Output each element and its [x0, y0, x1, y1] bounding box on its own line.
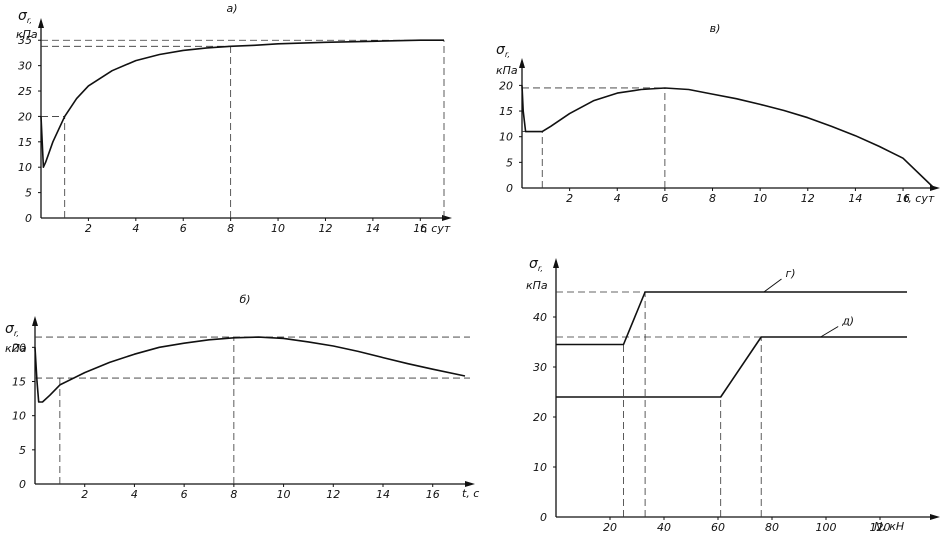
- y-tick-label: 15: [12, 376, 26, 389]
- x-tick-label: 100: [816, 521, 837, 534]
- series-leader-line: [820, 326, 839, 338]
- series-line-1: [521, 85, 935, 189]
- x-tick-label: 6: [661, 192, 668, 205]
- y-axis-unit: кПа: [526, 279, 548, 292]
- y-axis-unit: кПа: [496, 64, 518, 77]
- y-axis-symbol: σr,: [529, 256, 543, 273]
- x-tick-label: 6: [181, 488, 188, 501]
- x-tick-label: 14: [366, 222, 380, 235]
- x-tick-label: 60: [711, 521, 725, 534]
- x-tick-label: 8: [230, 488, 237, 501]
- series-line-1: [34, 336, 466, 403]
- y-axis-unit: кПа: [5, 342, 27, 355]
- series-label: д): [841, 315, 854, 328]
- x-tick-label: 12: [801, 192, 815, 205]
- x-tick-label: 4: [132, 222, 139, 235]
- y-axis-symbol: σr,: [18, 8, 32, 25]
- y-tick-label: 40: [533, 311, 547, 324]
- y-tick-label: 20: [533, 411, 547, 424]
- x-tick-label: 14: [848, 192, 862, 205]
- x-tick-label: 4: [614, 192, 621, 205]
- chart-panel-gd: 0 10 20 30 40 20 40 60 80 100 120 г) д) σr, кПа N, кН: [526, 256, 940, 534]
- y-tick-label: 20: [12, 341, 26, 354]
- x-tick-label: 8: [709, 192, 716, 205]
- x-axis-arrow: [442, 215, 452, 221]
- y-axis-arrow: [519, 58, 525, 68]
- x-axis-arrow: [465, 481, 475, 487]
- y-tick-label: 5: [506, 156, 513, 169]
- y-axis-subscript: r,: [14, 329, 19, 338]
- y-axis-subscript: r,: [538, 264, 543, 273]
- y-axis-unit: кПа: [16, 28, 38, 41]
- y-tick-label: 10: [12, 410, 26, 423]
- y-tick-label: 10: [533, 461, 547, 474]
- chart-panel-b: 0 5 10 15 20 2 4 6 8 10 12 14 16 б) σr, кПа t, с: [5, 293, 479, 501]
- series-line-1: [556, 291, 907, 346]
- x-tick-label: 80: [765, 521, 779, 534]
- y-tick-label: 15: [18, 136, 32, 149]
- x-tick-label: 2: [81, 488, 88, 501]
- x-axis-label: t, сут: [904, 192, 935, 205]
- panel-label: в): [710, 22, 721, 35]
- x-tick-label: 40: [657, 521, 671, 534]
- chart-panel-v: 0 5 10 15 20 2 4 6 8 10 12 14 16 в) σr, кПа t, сут: [496, 22, 940, 205]
- y-tick-label: 30: [18, 60, 32, 73]
- x-tick-label: 12: [318, 222, 332, 235]
- series-line-2: [556, 336, 907, 398]
- panel-label: б): [239, 293, 250, 306]
- panel-label: a): [226, 2, 237, 15]
- x-tick-label: 8: [227, 222, 234, 235]
- y-tick-label: 0: [506, 182, 513, 195]
- x-tick-label: 20: [603, 521, 617, 534]
- x-tick-label: 4: [131, 488, 138, 501]
- y-tick-label: 0: [25, 212, 32, 225]
- chart-panel-a: 0 5 10 15 20 25 30 35 2 4 6 8 10 12 14 16 a) σr, кПа t, сут: [16, 2, 452, 235]
- x-axis-label: t, с: [462, 487, 479, 500]
- y-axis-arrow: [38, 18, 44, 28]
- series-label: г): [786, 267, 796, 280]
- x-tick-label: 2: [566, 192, 573, 205]
- series-line-1: [40, 39, 444, 168]
- x-tick-label: 6: [180, 222, 187, 235]
- y-axis-subscript: r,: [505, 50, 510, 59]
- x-tick-label: 120: [870, 521, 891, 534]
- x-tick-label: 16: [426, 488, 440, 501]
- x-tick-label: 16: [413, 222, 427, 235]
- x-axis-label: N, кН: [874, 520, 904, 533]
- y-tick-label: 20: [18, 110, 32, 123]
- y-tick-label: 5: [25, 187, 32, 200]
- y-tick-label: 20: [499, 79, 513, 92]
- x-tick-label: 2: [85, 222, 92, 235]
- x-tick-label: 14: [376, 488, 390, 501]
- y-axis-arrow: [32, 316, 38, 326]
- x-tick-label: 10: [753, 192, 767, 205]
- y-axis-arrow: [553, 258, 559, 268]
- y-tick-label: 0: [19, 478, 26, 491]
- y-tick-label: 5: [19, 444, 26, 457]
- y-tick-label: 30: [533, 361, 547, 374]
- x-tick-label: 12: [326, 488, 340, 501]
- y-axis-symbol: σr,: [496, 42, 510, 59]
- y-axis-subscript: r,: [27, 16, 32, 25]
- y-tick-label: 10: [18, 161, 32, 174]
- y-tick-label: 10: [499, 131, 513, 144]
- x-axis-arrow: [930, 514, 940, 520]
- y-axis-symbol: σr,: [5, 321, 19, 338]
- x-tick-label: 10: [277, 488, 291, 501]
- series-leader-line: [763, 278, 782, 293]
- y-tick-label: 35: [18, 34, 32, 47]
- y-tick-label: 0: [540, 511, 547, 524]
- y-tick-label: 15: [499, 105, 513, 118]
- x-tick-label: 16: [896, 192, 910, 205]
- x-axis-label: t, сут: [420, 222, 451, 235]
- x-tick-label: 10: [271, 222, 285, 235]
- y-tick-label: 25: [18, 85, 32, 98]
